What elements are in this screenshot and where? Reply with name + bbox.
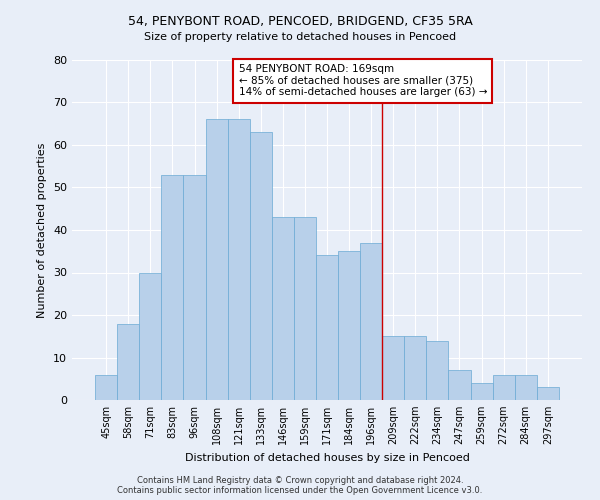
Text: Size of property relative to detached houses in Pencoed: Size of property relative to detached ho… [144,32,456,42]
Text: 54 PENYBONT ROAD: 169sqm
← 85% of detached houses are smaller (375)
14% of semi-: 54 PENYBONT ROAD: 169sqm ← 85% of detach… [239,64,487,98]
Bar [184,174,206,400]
Bar [250,132,272,400]
Bar [294,217,316,400]
Bar [493,374,515,400]
Bar [206,120,227,400]
Bar [316,256,338,400]
X-axis label: Distribution of detached houses by size in Pencoed: Distribution of detached houses by size … [185,452,469,462]
Bar [272,217,294,400]
Bar [227,120,250,400]
Bar [338,251,360,400]
Text: 54, PENYBONT ROAD, PENCOED, BRIDGEND, CF35 5RA: 54, PENYBONT ROAD, PENCOED, BRIDGEND, CF… [128,15,472,28]
Bar [117,324,139,400]
Bar [404,336,427,400]
Bar [139,272,161,400]
Bar [161,174,184,400]
Bar [537,387,559,400]
Y-axis label: Number of detached properties: Number of detached properties [37,142,47,318]
Bar [448,370,470,400]
Bar [470,383,493,400]
Bar [360,243,382,400]
Bar [515,374,537,400]
Bar [427,340,448,400]
Bar [382,336,404,400]
Text: Contains HM Land Registry data © Crown copyright and database right 2024.
Contai: Contains HM Land Registry data © Crown c… [118,476,482,495]
Bar [95,374,117,400]
